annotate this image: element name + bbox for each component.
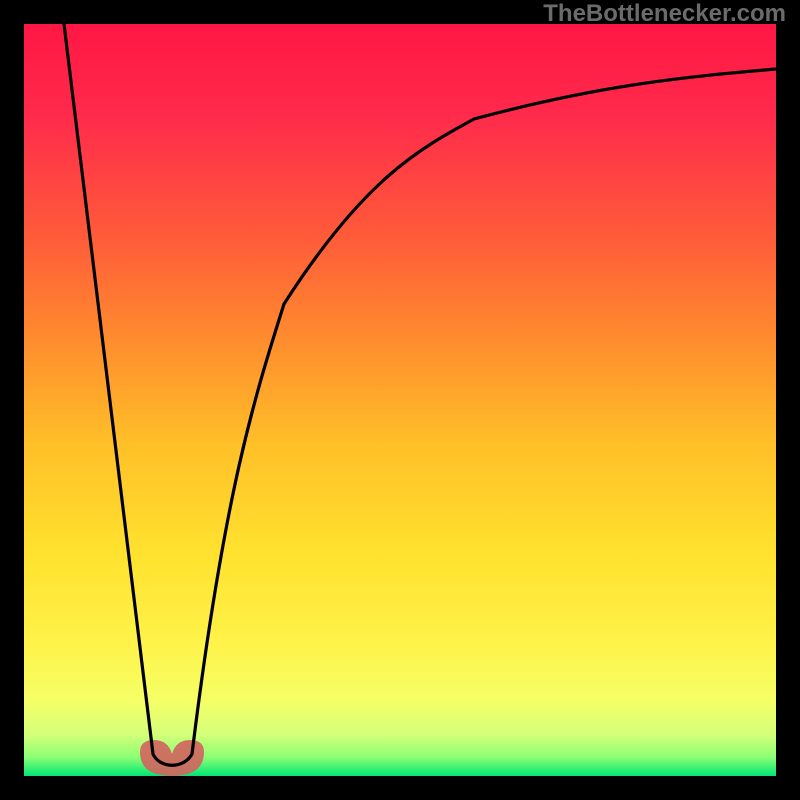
watermark-text: TheBottlenecker.com (543, 0, 786, 28)
gradient-background (24, 24, 776, 776)
plot-area (24, 24, 776, 776)
plot-svg (24, 24, 776, 776)
chart-frame: TheBottlenecker.com (0, 0, 800, 800)
